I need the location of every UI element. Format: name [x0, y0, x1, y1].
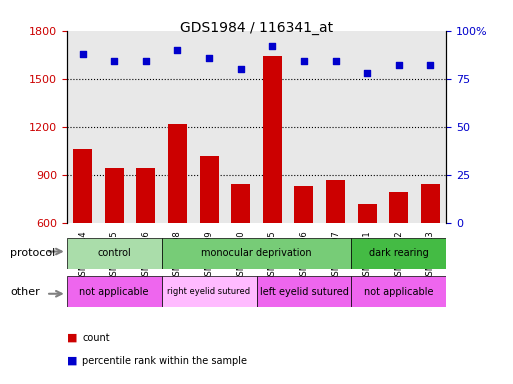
- Bar: [263, 56, 282, 223]
- Point: [110, 58, 118, 65]
- Point: [78, 51, 87, 57]
- Bar: [421, 184, 440, 223]
- Point: [363, 70, 371, 76]
- FancyBboxPatch shape: [162, 276, 256, 307]
- Point: [300, 58, 308, 65]
- Bar: [200, 156, 219, 223]
- Bar: [168, 124, 187, 223]
- Text: ■: ■: [67, 356, 77, 366]
- Text: GDS1984 / 116341_at: GDS1984 / 116341_at: [180, 21, 333, 35]
- Bar: [73, 149, 92, 223]
- FancyBboxPatch shape: [162, 238, 351, 269]
- Text: control: control: [97, 248, 131, 258]
- Text: right eyelid sutured: right eyelid sutured: [167, 287, 251, 296]
- Point: [205, 55, 213, 61]
- Bar: [105, 168, 124, 223]
- FancyBboxPatch shape: [67, 238, 162, 269]
- Bar: [358, 204, 377, 223]
- Point: [268, 43, 277, 49]
- Bar: [326, 180, 345, 223]
- Point: [331, 58, 340, 65]
- Text: not applicable: not applicable: [80, 287, 149, 297]
- Point: [142, 58, 150, 65]
- Bar: [294, 186, 313, 223]
- Text: other: other: [10, 287, 40, 297]
- Text: monocular deprivation: monocular deprivation: [201, 248, 312, 258]
- Text: count: count: [82, 333, 110, 343]
- FancyBboxPatch shape: [256, 276, 351, 307]
- Bar: [231, 184, 250, 223]
- Point: [236, 66, 245, 72]
- FancyBboxPatch shape: [351, 238, 446, 269]
- Bar: [389, 192, 408, 223]
- Bar: [136, 168, 155, 223]
- FancyBboxPatch shape: [67, 276, 162, 307]
- Text: ■: ■: [67, 333, 77, 343]
- FancyBboxPatch shape: [351, 276, 446, 307]
- Text: left eyelid sutured: left eyelid sutured: [260, 287, 348, 297]
- Point: [173, 47, 182, 53]
- Text: percentile rank within the sample: percentile rank within the sample: [82, 356, 247, 366]
- Point: [394, 62, 403, 68]
- Text: protocol: protocol: [10, 248, 55, 258]
- Text: not applicable: not applicable: [364, 287, 433, 297]
- Text: dark rearing: dark rearing: [369, 248, 429, 258]
- Point: [426, 62, 435, 68]
